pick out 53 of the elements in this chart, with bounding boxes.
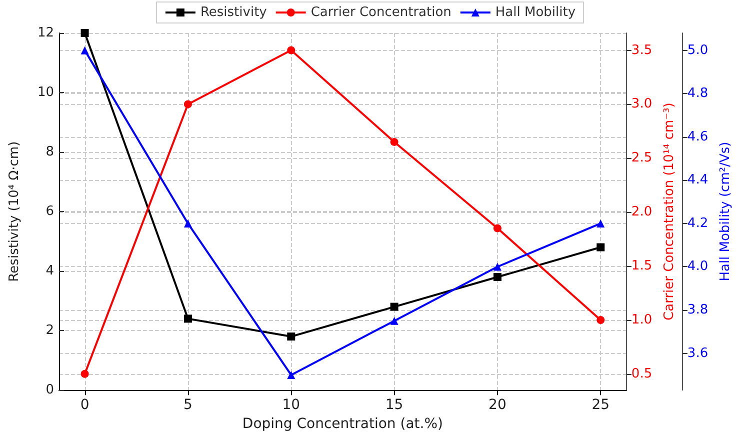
point	[596, 243, 605, 252]
point	[80, 46, 89, 54]
point	[390, 316, 398, 325]
y-tick-label: 0	[46, 382, 54, 398]
point	[390, 138, 398, 146]
y3-tick-label: 4.4	[687, 172, 708, 188]
y-tick-label: 6	[46, 204, 54, 220]
x-tick-label: 5	[184, 397, 192, 414]
y-tick-label: 12	[37, 26, 54, 40]
x-tick-label: 20	[488, 397, 506, 414]
point	[287, 332, 296, 341]
y3-tick-label: 4.0	[687, 259, 708, 274]
y-axis-title: Resistivity (10⁴ Ω·cm)	[7, 141, 22, 282]
y-tick-label: 8	[46, 144, 54, 160]
point	[287, 370, 296, 379]
y2-tick-label: 1.5	[631, 258, 652, 274]
y3-tick-label: 3.8	[687, 302, 708, 318]
point	[184, 314, 192, 323]
y-tick-label: 10	[37, 85, 54, 100]
x-tick-label: 0	[80, 397, 90, 414]
point	[390, 302, 398, 311]
y2-tick-label: 2.0	[631, 204, 652, 220]
y2-tick-label: 2.5	[631, 150, 652, 166]
legend-label: Resistivity	[200, 5, 268, 20]
y3-tick-label: 4.2	[687, 216, 708, 231]
point	[596, 316, 605, 324]
x-axis-title: Doping Concentration (at.%)	[242, 416, 443, 432]
y-tick-label: 4	[46, 264, 54, 279]
y3-tick-label: 4.6	[687, 129, 708, 144]
point	[493, 262, 502, 271]
x-tick-label: 10	[282, 397, 300, 414]
x-tick-label: 15	[385, 397, 404, 414]
y3-tick-label: 3.6	[687, 346, 708, 361]
point	[493, 273, 502, 282]
point	[80, 29, 89, 37]
point	[80, 370, 89, 378]
point	[184, 219, 192, 228]
y2-tick-label: 1.0	[631, 312, 652, 328]
legend-label: Hall Mobility	[495, 5, 576, 20]
point	[287, 46, 296, 54]
y3-tick-label: 5.0	[687, 42, 708, 58]
y3-tick-label: 4.8	[687, 86, 708, 102]
y2-tick-label: 0.5	[631, 366, 652, 382]
point	[493, 224, 502, 232]
y2-tick-label: 3.0	[631, 96, 652, 112]
x-tick-label: 25	[592, 397, 610, 414]
y-tick-label: 2	[46, 323, 54, 338]
legend-label: Carrier Concentration	[310, 5, 452, 20]
point	[184, 100, 192, 108]
y3-axis-title: Hall Mobility (cm²/Vs)	[718, 142, 733, 282]
y2-axis-title: Carrier Concentration (10¹⁴ cm⁻³)	[662, 102, 677, 320]
y2-tick-label: 3.5	[631, 42, 652, 58]
point	[596, 219, 605, 228]
